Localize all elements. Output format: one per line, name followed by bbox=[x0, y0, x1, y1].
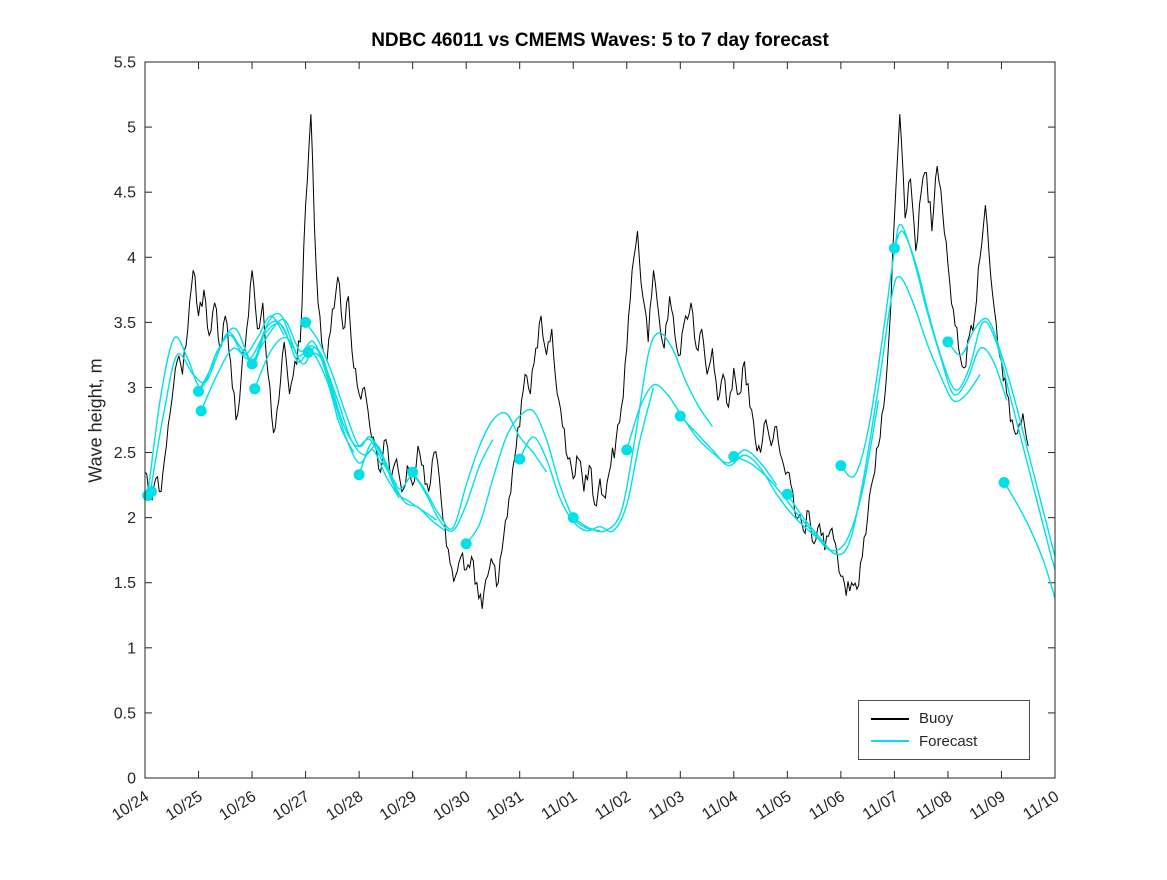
buoy-line-sample bbox=[871, 717, 909, 720]
svg-text:3.5: 3.5 bbox=[114, 315, 136, 332]
svg-text:11/05: 11/05 bbox=[753, 788, 795, 823]
legend: Buoy Forecast bbox=[858, 700, 1030, 760]
legend-item-buoy: Buoy bbox=[871, 710, 1017, 727]
svg-text:11/01: 11/01 bbox=[539, 788, 581, 823]
svg-text:1: 1 bbox=[127, 640, 136, 657]
svg-text:3: 3 bbox=[127, 380, 136, 397]
svg-text:11/03: 11/03 bbox=[646, 788, 688, 823]
svg-text:10/30: 10/30 bbox=[431, 788, 474, 824]
svg-text:10/26: 10/26 bbox=[216, 788, 259, 824]
svg-text:10/28: 10/28 bbox=[323, 788, 366, 824]
svg-text:5: 5 bbox=[127, 120, 136, 137]
svg-text:1.5: 1.5 bbox=[114, 575, 136, 592]
forecast-line-sample bbox=[871, 740, 909, 743]
legend-label-forecast: Forecast bbox=[919, 732, 978, 750]
svg-text:10/25: 10/25 bbox=[163, 788, 206, 824]
svg-text:2: 2 bbox=[127, 510, 136, 527]
svg-text:11/08: 11/08 bbox=[913, 788, 955, 823]
svg-text:10/27: 10/27 bbox=[270, 788, 313, 824]
svg-text:11/06: 11/06 bbox=[806, 788, 848, 823]
svg-text:10/29: 10/29 bbox=[377, 788, 420, 824]
svg-text:11/10: 11/10 bbox=[1020, 788, 1062, 823]
svg-text:10/31: 10/31 bbox=[484, 788, 527, 824]
svg-text:11/07: 11/07 bbox=[860, 788, 902, 823]
svg-text:4: 4 bbox=[127, 250, 136, 267]
svg-text:4.5: 4.5 bbox=[114, 185, 136, 202]
svg-text:10/24: 10/24 bbox=[109, 788, 152, 824]
svg-text:11/02: 11/02 bbox=[592, 788, 634, 823]
svg-text:11/04: 11/04 bbox=[699, 788, 741, 823]
svg-text:0.5: 0.5 bbox=[114, 705, 136, 722]
legend-label-buoy: Buoy bbox=[919, 710, 954, 728]
chart-title: NDBC 46011 vs CMEMS Waves: 5 to 7 day fo… bbox=[371, 30, 829, 51]
y-axis-label: Wave height, m bbox=[85, 358, 106, 483]
svg-text:11/09: 11/09 bbox=[967, 788, 1009, 823]
svg-text:2.5: 2.5 bbox=[114, 445, 136, 462]
svg-text:0: 0 bbox=[127, 771, 136, 788]
legend-item-forecast: Forecast bbox=[871, 733, 1017, 750]
svg-text:5.5: 5.5 bbox=[114, 55, 136, 72]
